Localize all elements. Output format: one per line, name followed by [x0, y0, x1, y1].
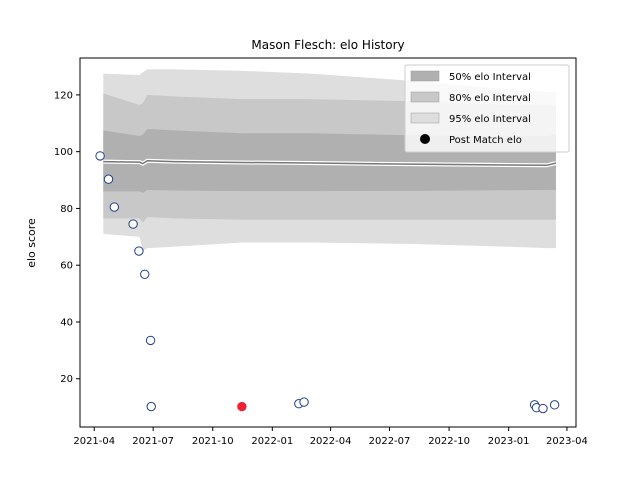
data-point-7	[146, 401, 156, 412]
x-tick-label-2: 2021-10	[192, 436, 234, 447]
legend-swatch-3	[420, 134, 430, 144]
data-point-1	[103, 174, 114, 184]
data-point-8	[237, 401, 247, 412]
legend-label-3: Post Match elo	[449, 135, 522, 146]
y-tick-label-4: 100	[54, 147, 73, 158]
data-point-5	[140, 269, 150, 279]
legend-swatch-1	[410, 91, 440, 103]
data-point-13	[538, 403, 548, 414]
data-point-6	[145, 335, 156, 346]
x-tick-label-0: 2021-04	[73, 436, 115, 447]
x-tick-label-8: 2023-04	[546, 436, 588, 447]
data-point-3	[128, 219, 138, 229]
mean-line	[103, 159, 557, 167]
x-tick-label-7: 2023-01	[488, 436, 530, 447]
y-tick-label-5: 120	[54, 90, 73, 101]
y-tick-label-1: 40	[60, 317, 73, 328]
data-point-2	[109, 202, 120, 212]
legend-label-1: 80% elo Interval	[449, 93, 531, 104]
legend: 50% elo Interval 80% elo Interval 95% elo …	[404, 64, 570, 153]
legend-swatch-2	[410, 112, 440, 124]
y-tick-label-2: 60	[60, 261, 73, 272]
x-tick-label-3: 2022-01	[251, 436, 293, 447]
y-tick-label-0: 20	[60, 374, 73, 385]
legend-label-2: 95% elo Interval	[449, 114, 531, 125]
axes: 2021-04 2021-07 2021-10 2022-01 2022-04 2022-…	[54, 90, 588, 447]
x-tick-label-5: 2022-07	[369, 436, 411, 447]
data-point-4	[134, 246, 144, 256]
chart-title: Mason Flesch: elo History	[251, 38, 404, 52]
x-tick-label-6: 2022-10	[428, 436, 470, 447]
legend-label-0: 50% elo Interval	[449, 72, 531, 83]
y-axis-title: elo score	[25, 218, 38, 268]
x-tick-label-1: 2021-07	[132, 436, 174, 447]
data-point-14	[549, 400, 560, 410]
y-tick-label-3: 80	[60, 204, 73, 215]
legend-box	[404, 64, 570, 153]
x-tick-label-4: 2022-04	[310, 436, 352, 447]
legend-swatch-0	[410, 70, 440, 82]
data-point-0	[95, 151, 105, 161]
plot-frame	[79, 57, 577, 428]
data-point-10	[299, 397, 309, 407]
